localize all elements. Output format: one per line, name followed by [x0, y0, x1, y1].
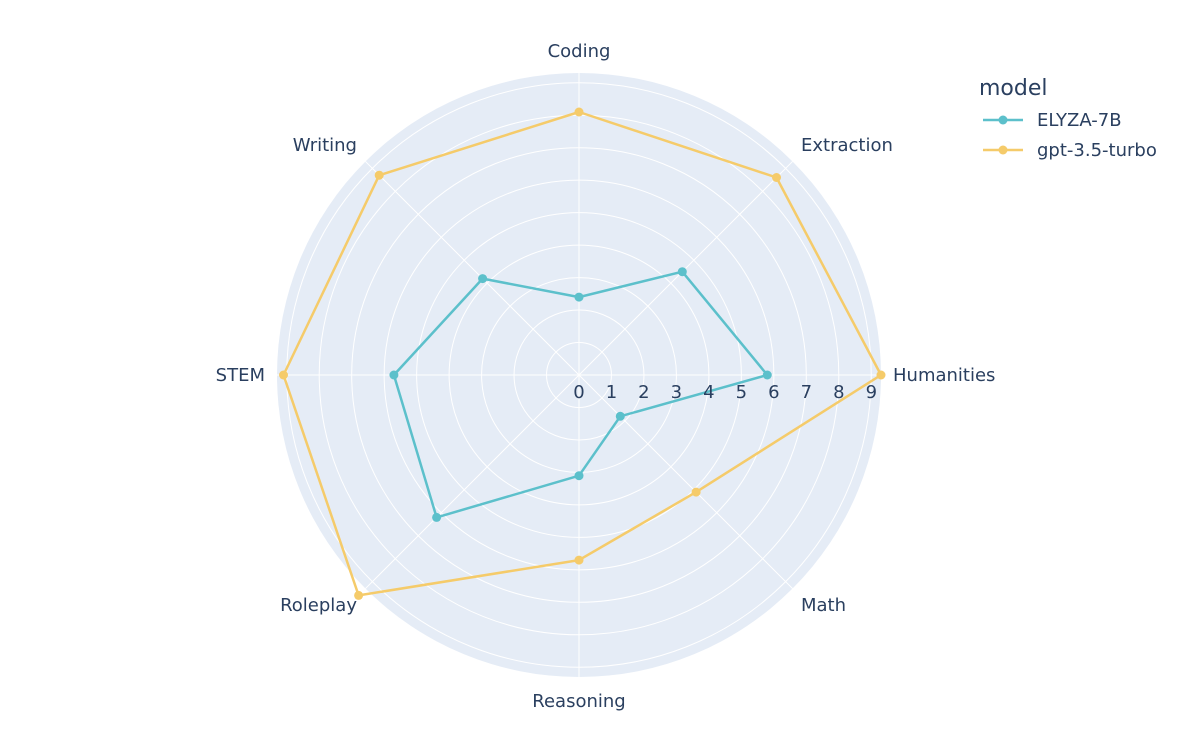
radial-tick-label: 2 — [638, 382, 649, 403]
spoke-line — [578, 161, 793, 376]
radial-tick-label: 0 — [573, 382, 584, 403]
radial-tick-label: 7 — [801, 382, 812, 403]
angular-grid — [277, 73, 881, 677]
category-label-math: Math — [801, 595, 846, 616]
radial-tick-label: 5 — [736, 382, 747, 403]
legend-item[interactable]: ELYZA-7B — [983, 110, 1122, 131]
legend[interactable]: model ELYZA-7B gpt-3.5-turbo — [979, 76, 1157, 161]
data-point[interactable] — [574, 471, 584, 481]
category-label-humanities: Humanities — [893, 365, 995, 386]
spoke-line — [578, 374, 793, 589]
spoke-line — [365, 374, 580, 589]
legend-swatch-marker — [998, 145, 1008, 155]
category-label-roleplay: Roleplay — [280, 595, 357, 616]
data-point[interactable] — [677, 267, 687, 277]
legend-title: model — [979, 76, 1048, 101]
data-point[interactable] — [279, 370, 288, 380]
radial-tick-label: 3 — [671, 382, 682, 403]
data-point[interactable] — [478, 274, 488, 284]
category-label-stem: STEM — [216, 365, 265, 386]
data-point[interactable] — [615, 411, 625, 421]
legend-item[interactable]: gpt-3.5-turbo — [983, 140, 1157, 161]
series-traces — [279, 107, 886, 600]
radial-tick-label: 6 — [768, 382, 779, 403]
legend-label: gpt-3.5-turbo — [1037, 140, 1157, 161]
data-point[interactable] — [574, 292, 584, 302]
data-point[interactable] — [389, 370, 399, 380]
spoke-line — [365, 161, 580, 376]
data-point[interactable] — [432, 512, 442, 522]
data-point[interactable] — [574, 107, 584, 117]
legend-label: ELYZA-7B — [1037, 110, 1122, 131]
data-point[interactable] — [374, 170, 384, 180]
radial-tick-label: 9 — [866, 382, 877, 403]
radial-tick-label: 4 — [703, 382, 714, 403]
data-point[interactable] — [354, 590, 364, 600]
legend-swatch-marker — [998, 115, 1008, 125]
data-point[interactable] — [691, 487, 701, 497]
radial-tick-label: 1 — [606, 382, 617, 403]
category-label-reasoning: Reasoning — [532, 691, 625, 712]
data-point[interactable] — [574, 555, 584, 565]
category-label-extraction: Extraction — [801, 135, 893, 156]
category-label-coding: Coding — [548, 41, 611, 62]
data-point[interactable] — [876, 370, 886, 380]
category-label-writing: Writing — [293, 135, 357, 156]
category-labels: Humanities Math Reasoning Roleplay STEM Writi… — [216, 41, 996, 712]
data-point[interactable] — [762, 370, 772, 380]
data-point[interactable] — [772, 173, 781, 182]
radial-tick-label: 8 — [833, 382, 844, 403]
